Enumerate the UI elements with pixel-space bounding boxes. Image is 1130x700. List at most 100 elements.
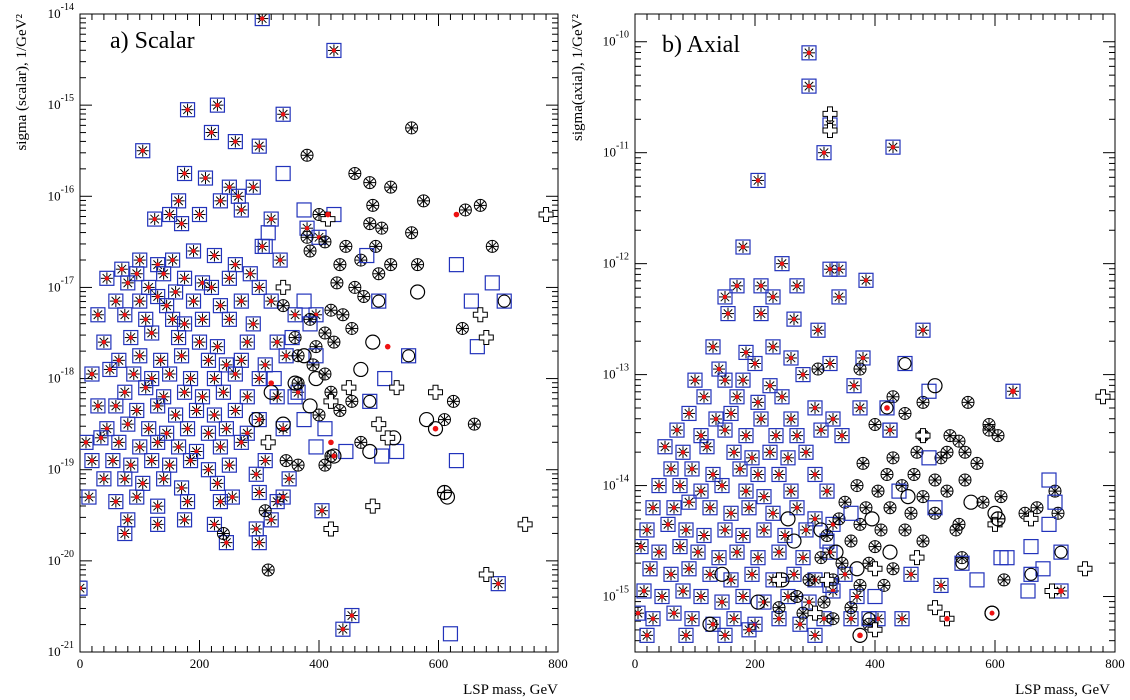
data-point-boxed-asterisk — [129, 266, 145, 282]
data-point-boxed-asterisk — [723, 505, 739, 521]
data-point-open-cross — [1023, 511, 1039, 527]
data-point-boxed-asterisk — [81, 489, 97, 505]
data-point-boxed-asterisk — [738, 428, 754, 444]
data-point-boxed-asterisk — [771, 466, 787, 483]
data-point-asterisk — [907, 467, 921, 481]
data-point-boxed-asterisk — [170, 439, 187, 455]
data-point-open-square — [448, 257, 465, 273]
data-point-boxed-asterisk — [807, 511, 823, 527]
data-point-open-square — [317, 421, 333, 437]
x-tick-label: 800 — [1105, 656, 1125, 671]
data-point-boxed-asterisk — [735, 588, 751, 605]
data-point-boxed-asterisk — [150, 398, 166, 414]
data-point-asterisk — [916, 490, 930, 504]
data-point-open-square — [891, 483, 907, 499]
data-point-asterisk — [982, 418, 996, 432]
data-point-asterisk — [877, 578, 891, 592]
data-point-open-circle — [702, 616, 718, 632]
data-point-boxed-asterisk — [684, 461, 700, 477]
x-tick-label: 200 — [190, 656, 210, 671]
data-point-boxed-asterisk — [858, 272, 874, 288]
data-point-boxed-asterisk — [780, 450, 796, 466]
data-point-boxed-asterisk — [714, 594, 730, 610]
data-point-open-square — [463, 293, 479, 309]
data-point-boxed-asterisk — [123, 457, 139, 473]
data-point-boxed-asterisk — [696, 389, 712, 405]
ticks-axial: 0 200 400 600 800 10-15 10-14 10-13 10-12 10-11 10… — [603, 14, 1125, 671]
data-point-boxed-asterisk — [657, 439, 673, 455]
data-point-boxed-asterisk — [753, 411, 769, 427]
data-point-boxed-asterisk — [108, 398, 124, 414]
data-point-boxed-asterisk — [257, 453, 273, 469]
data-point-boxed-asterisk — [132, 252, 148, 268]
data-point-boxed-asterisk — [287, 307, 303, 323]
data-point-boxed-asterisk — [257, 357, 273, 373]
data-point-asterisk — [458, 203, 472, 217]
data-point-open-square — [921, 383, 937, 399]
data-point-open-square — [377, 370, 393, 387]
data-point-boxed-asterisk — [699, 439, 715, 455]
data-point-boxed-asterisk — [669, 422, 685, 438]
data-point-asterisk — [333, 403, 347, 417]
data-point-open-square — [448, 453, 465, 469]
data-point-boxed-asterisk — [915, 322, 931, 338]
data-point-asterisk — [276, 299, 290, 313]
data-point-boxed-asterisk — [248, 521, 264, 537]
data-point-open-square — [999, 550, 1015, 566]
data-point-asterisk — [1048, 484, 1062, 498]
data-point-boxed-asterisk — [242, 266, 258, 282]
data-point-boxed-asterisk — [173, 348, 190, 364]
data-point-asterisk — [976, 495, 990, 509]
data-point-boxed-asterisk — [176, 165, 193, 182]
data-point-boxed-asterisk — [490, 576, 506, 592]
data-point-boxed-asterisk — [102, 361, 118, 378]
data-point-open-circle — [439, 489, 456, 505]
data-point-boxed-circle — [954, 555, 970, 571]
data-point-asterisk — [883, 501, 897, 515]
data-point-boxed-asterisk — [263, 512, 279, 528]
data-point-red-dot — [453, 211, 460, 218]
data-point-boxed-asterisk — [132, 348, 148, 364]
data-point-boxed-asterisk — [750, 172, 766, 189]
data-point-open-circle — [780, 511, 796, 527]
data-point-asterisk — [300, 148, 314, 162]
data-point-boxed-asterisk — [789, 278, 805, 294]
data-point-boxed-asterisk — [170, 329, 187, 346]
data-point-boxed-asterisk — [672, 538, 688, 555]
data-point-boxed-asterisk — [813, 422, 829, 438]
data-point-red-dot — [1010, 388, 1016, 395]
y-tick-label: 10-21 — [48, 640, 74, 659]
data-point-asterisk — [910, 445, 924, 459]
data-point-boxed-asterisk — [203, 124, 220, 141]
data-point-boxed-asterisk — [690, 544, 706, 560]
data-point-asterisk — [928, 473, 942, 487]
data-point-boxed-asterisk — [765, 505, 781, 521]
data-point-boxed-asterisk — [185, 293, 202, 309]
data-point-boxed-asterisk — [194, 275, 211, 291]
data-point-asterisk — [318, 326, 332, 340]
data-point-boxed-asterisk — [774, 256, 790, 272]
data-point-boxed-asterisk — [227, 402, 243, 419]
data-point-boxed-asterisk — [771, 544, 787, 560]
x-axis-label-axial: LSP mass, GeV — [1015, 682, 1110, 698]
data-point-boxed-asterisk — [843, 611, 859, 627]
data-point-open-square — [1023, 538, 1039, 555]
data-point-open-circle — [900, 489, 916, 505]
data-point-boxed-asterisk — [233, 352, 249, 368]
data-point-boxed-asterisk — [156, 389, 172, 405]
data-point-boxed-asterisk — [852, 400, 868, 416]
data-point-boxed-asterisk — [251, 138, 267, 154]
data-point-open-circle — [828, 544, 844, 560]
data-point-boxed-asterisk — [681, 494, 697, 510]
data-point-boxed-asterisk — [263, 293, 279, 309]
data-point-open-square — [969, 572, 985, 588]
panel-title-scalar: a) Scalar — [110, 28, 195, 54]
data-point-asterisk — [871, 484, 885, 498]
data-point-open-square — [359, 247, 375, 264]
data-point-boxed-asterisk — [681, 561, 697, 577]
data-point-boxed-asterisk — [654, 588, 670, 605]
data-point-boxed-asterisk — [666, 605, 682, 621]
data-point-boxed-asterisk — [795, 550, 811, 566]
data-point-boxed-asterisk — [215, 384, 231, 400]
data-point-boxed-asterisk — [855, 350, 871, 366]
